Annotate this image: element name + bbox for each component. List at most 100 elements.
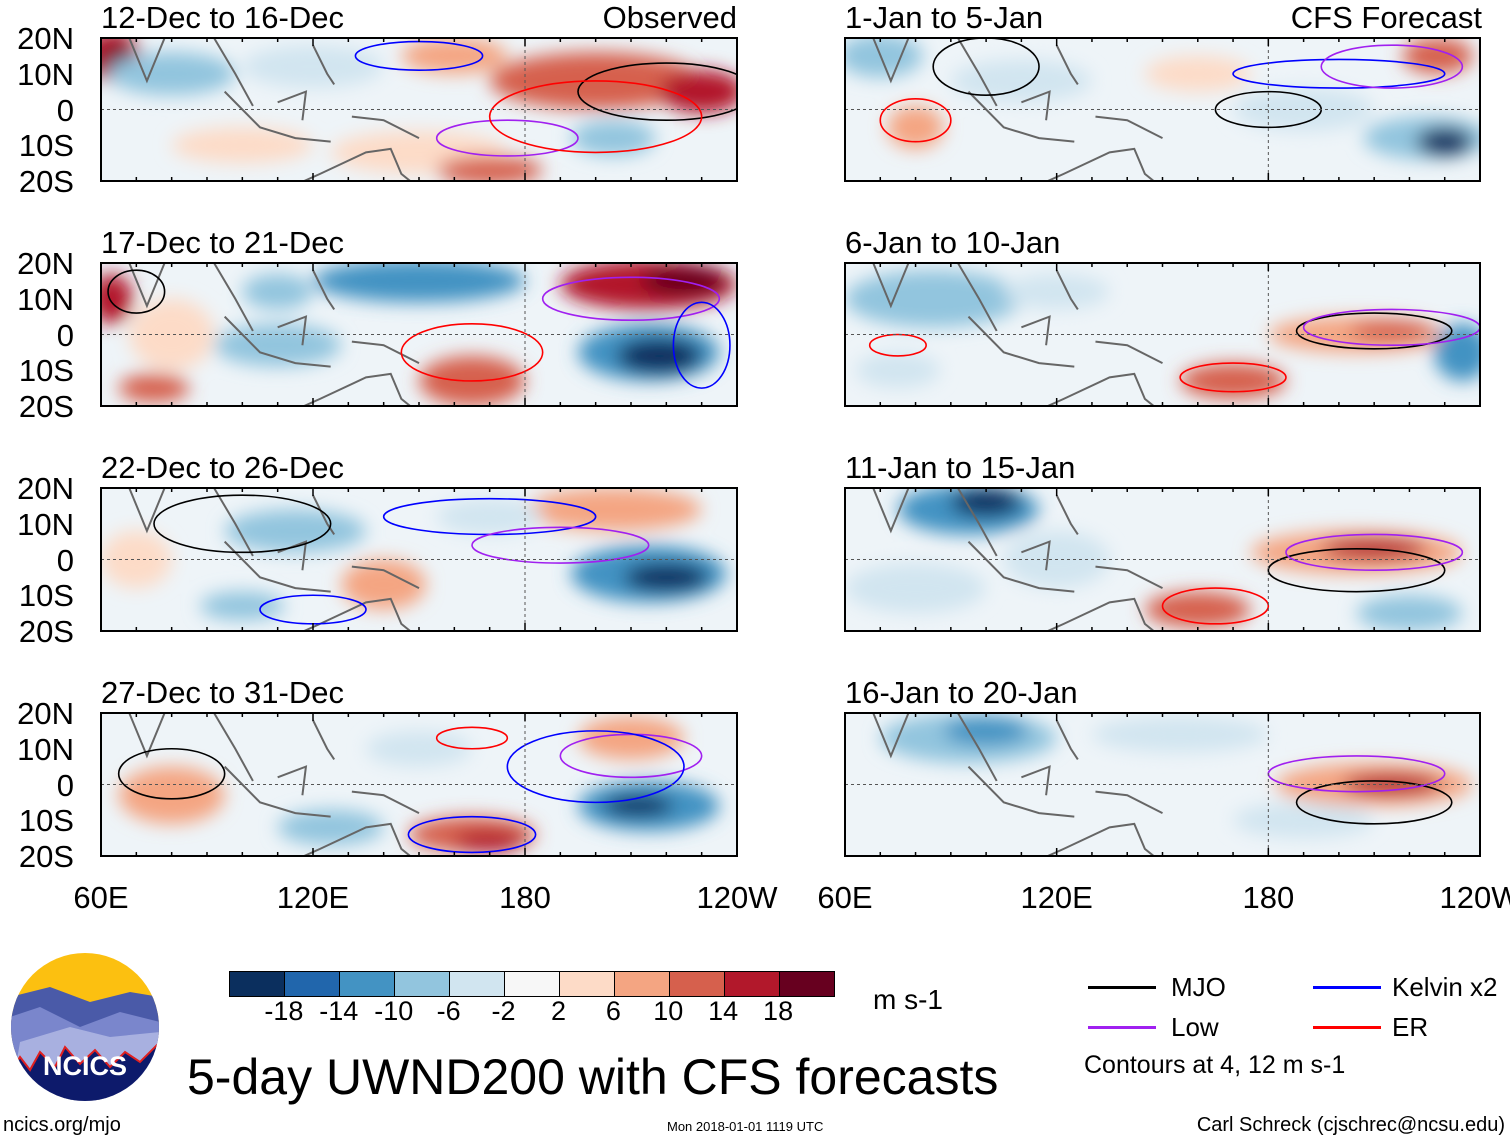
panel-title: 22-Dec to 26-Dec: [101, 450, 344, 485]
wind-anomaly-blob: [1233, 802, 1375, 839]
lat-label: 10S: [18, 578, 74, 614]
wave-filter-contour: [435, 119, 579, 157]
lon-label: 180: [1242, 880, 1295, 915]
wind-anomaly-blob: [277, 809, 384, 846]
panel-title: 12-Dec to 16-Dec: [101, 0, 344, 35]
colorbar-tick: 10: [653, 996, 684, 1026]
wind-anomaly-blob: [845, 38, 923, 78]
lon-label: 120E: [1020, 880, 1093, 915]
colorbar-swatch: [779, 972, 834, 996]
lat-label: 10N: [17, 731, 74, 767]
wind-anomaly-blob: [341, 559, 427, 610]
wind-anomaly-blob: [366, 730, 472, 767]
footer-timestamp: Mon 2018-01-01 1119 UTC: [667, 1119, 824, 1134]
lat-label: 10S: [18, 353, 74, 389]
map-panel: [845, 38, 1480, 181]
panel-title: 1-Jan to 5-Jan: [845, 0, 1044, 35]
lon-label: 180: [499, 880, 551, 915]
colorbar: [229, 971, 835, 997]
wind-anomaly-blob: [454, 830, 525, 853]
wave-filter-contour: [471, 526, 650, 564]
colorbar-swatch: [504, 972, 559, 996]
wave-filter-contour: [407, 815, 537, 854]
wind-anomaly-blob: [578, 716, 684, 760]
wind-anomaly-blob: [845, 563, 987, 614]
coastline: [872, 488, 1163, 631]
lat-label: 0: [56, 542, 74, 578]
wave-filter-contour: [577, 62, 737, 122]
wave-filter-contour: [117, 747, 226, 800]
coastline: [872, 263, 1163, 406]
lat-label: 20S: [18, 164, 74, 199]
wave-filter-contour: [1295, 780, 1453, 825]
colorbar-swatch: [339, 972, 394, 996]
wind-anomaly-blob: [659, 70, 737, 114]
legend-label-low: Low: [1171, 1012, 1219, 1042]
coastline: [128, 713, 420, 856]
legend-line-low: [1088, 1026, 1156, 1029]
wind-anomaly-blob: [616, 338, 702, 374]
wind-anomaly-blob: [199, 591, 285, 621]
wave-filter-contour: [1161, 587, 1270, 625]
wave-filter-contour: [1267, 547, 1446, 593]
lat-label: 20N: [17, 246, 74, 281]
map-panel: [101, 713, 737, 856]
lat-label: 10S: [18, 128, 74, 164]
wind-anomaly-blob: [1144, 591, 1251, 628]
panel-title: 16-Jan to 20-Jan: [845, 675, 1078, 710]
lat-label: 10N: [17, 56, 74, 92]
legend-line-kelvin: [1313, 986, 1381, 989]
colorbar-tick: 6: [605, 996, 621, 1026]
footer-author: Carl Schreck (cjschrec@ncsu.edu): [1196, 1114, 1505, 1136]
wind-anomaly-blob: [118, 766, 225, 824]
lat-label: 20N: [17, 21, 74, 56]
wind-anomaly-blob: [242, 273, 313, 310]
lon-label: 60E: [73, 880, 129, 915]
footer-url[interactable]: ncics.org/mjo: [3, 1114, 121, 1136]
wind-anomaly-blob: [1144, 55, 1251, 92]
wave-filter-contour: [435, 726, 509, 750]
wind-anomaly-blob: [1434, 323, 1480, 381]
legend-label-er: ER: [1392, 1012, 1429, 1042]
wave-filter-contour: [672, 301, 731, 389]
map-panel: [845, 713, 1480, 856]
wave-filter-contour: [488, 80, 703, 154]
wind-anomaly-blob: [1349, 320, 1435, 342]
lat-label: 20N: [17, 471, 74, 506]
wind-anomaly-blob: [1180, 363, 1286, 399]
colorbar-tick: -18: [264, 996, 304, 1026]
legend-line-mjo: [1088, 986, 1156, 989]
colorbar-tick: 18: [763, 996, 794, 1026]
wind-anomaly-blob: [118, 373, 190, 403]
colorbar-swatch: [449, 972, 504, 996]
map-panel: [845, 488, 1480, 631]
wind-anomaly-blob: [436, 498, 543, 535]
wind-anomaly-blob: [171, 127, 313, 164]
colorbar-swatch: [559, 972, 614, 996]
wind-anomaly-blob: [242, 45, 384, 89]
lat-label: 10S: [18, 803, 74, 839]
map-panels: [100, 37, 1481, 857]
colorbar-swatch: [614, 972, 669, 996]
wind-anomaly-blob: [129, 298, 215, 371]
colorbar-swatch: [230, 972, 284, 996]
wave-filter-contour: [879, 97, 952, 143]
lat-label: 20S: [18, 839, 74, 874]
colorbar-tick: 2: [550, 996, 566, 1026]
wave-filter-contour: [506, 730, 685, 804]
legend-label-mjo: MJO: [1171, 972, 1226, 1002]
lon-label: 120W: [696, 880, 778, 915]
map-background: [845, 38, 1480, 181]
ncics-logo: NCICS: [11, 953, 159, 1101]
wave-filter-contour: [932, 38, 1040, 96]
colorbar-swatch: [394, 972, 449, 996]
colorbar-tick: -10: [374, 996, 414, 1026]
lon-label: 120W: [1439, 880, 1510, 915]
wave-filter-contour: [1295, 312, 1453, 350]
wind-anomaly-blob: [101, 530, 172, 589]
map-panel: [101, 38, 737, 181]
wind-anomaly-blob: [887, 105, 944, 149]
wind-anomaly-blob: [1356, 595, 1463, 631]
panel-title: 17-Dec to 21-Dec: [101, 225, 344, 260]
